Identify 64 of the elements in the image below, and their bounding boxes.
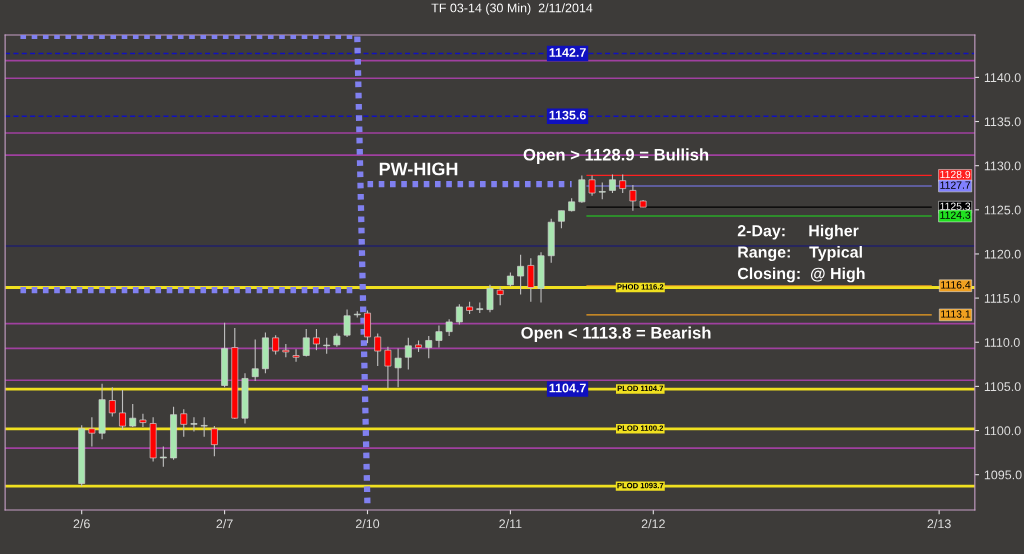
annotation: Open > 1128.9 = Bullish <box>523 148 709 164</box>
annotation: 2-Day: Higher <box>737 224 859 240</box>
x-tick-label: 2/12 <box>641 519 665 529</box>
candlestick <box>374 332 382 367</box>
candlestick <box>292 348 300 363</box>
y-tick-label: 1115.0 <box>984 293 1020 303</box>
y-tick-label: 1105.0 <box>984 382 1021 392</box>
annotation: Range: Typical <box>738 246 862 261</box>
annotation: Closing: @ High <box>737 267 865 283</box>
candlestick <box>629 184 637 212</box>
candlestick <box>119 389 126 431</box>
x-tick-label: 2/13 <box>927 519 951 529</box>
candlestick <box>210 425 218 457</box>
ref-line-label: 1125.3 <box>940 202 971 210</box>
x-tick-label: 2/11 <box>499 519 522 529</box>
candlestick <box>313 328 320 351</box>
annotation: Open < 1113.8 = Bearish <box>521 326 711 343</box>
candlestick <box>609 173 616 194</box>
candlestick <box>159 445 167 468</box>
candlestick <box>272 334 280 356</box>
candlestick <box>200 416 208 438</box>
y-tick-label: 1135.0 <box>984 117 1021 127</box>
candlestick <box>425 335 433 359</box>
y-tick-label: 1140.0 <box>984 73 1021 83</box>
candlestick <box>302 328 310 357</box>
candlestick <box>364 309 371 344</box>
ref-line-label: 1127.7 <box>940 181 971 189</box>
candlestick <box>404 337 412 371</box>
y-tick-label: 1110.0 <box>984 338 1020 347</box>
ref-line-label: 1113.1 <box>941 310 971 318</box>
candlestick <box>343 309 351 338</box>
candlestick <box>88 416 96 447</box>
x-tick-label: 2/7 <box>216 519 233 529</box>
y-tick-label: 1120.0 <box>984 249 1021 259</box>
candlestick <box>394 347 402 388</box>
candlestick <box>588 174 596 197</box>
candlestick <box>384 346 392 389</box>
x-tick-label: 2/10 <box>355 519 380 529</box>
candlestick <box>139 413 147 428</box>
ref-line-label: 1128.9 <box>940 170 971 179</box>
ref-line-label: 1135.6 <box>549 110 586 120</box>
ref-line-label: 1142.7 <box>549 48 586 57</box>
candlestick <box>486 284 494 313</box>
candlestick <box>578 174 586 204</box>
candlestick <box>527 257 535 303</box>
y-tick-label: 1100.0 <box>984 426 1021 436</box>
y-tick-label: 1125.0 <box>984 205 1021 215</box>
candlestick <box>455 303 463 326</box>
series-label: PW-HIGH <box>379 162 458 176</box>
x-tick-label: 2/6 <box>73 519 90 529</box>
chart-title: TF 03-14 (30 Min) 2/11/2014 <box>431 3 593 15</box>
y-tick-label: 1130.0 <box>984 161 1021 171</box>
candlestick <box>517 254 525 296</box>
candlestick <box>496 286 504 306</box>
candlestick <box>180 408 188 438</box>
y-tick-label: 1095.0 <box>984 470 1022 480</box>
candlestick <box>619 173 627 194</box>
candlestick <box>108 386 116 417</box>
annotation: 1104.7 <box>549 383 586 393</box>
ref-line-label: 1124.3 <box>940 211 971 219</box>
ref-line-label: 1116.4 <box>941 281 971 289</box>
candlestick <box>435 324 443 349</box>
candlestick <box>251 339 259 382</box>
candlestick <box>190 416 198 432</box>
